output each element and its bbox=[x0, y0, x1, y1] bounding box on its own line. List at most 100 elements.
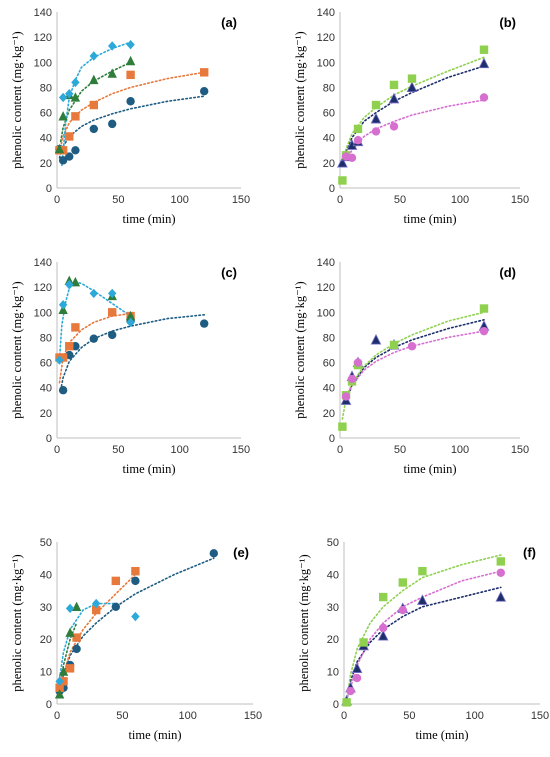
data-point-diamond bbox=[131, 611, 140, 622]
trendline bbox=[58, 622, 78, 689]
data-point-square bbox=[342, 698, 351, 707]
x-tick-label: 50 bbox=[394, 194, 406, 206]
data-point-circle bbox=[89, 334, 99, 343]
y-tick-label: 140 bbox=[34, 7, 52, 19]
y-tick-label: 40 bbox=[323, 133, 335, 145]
data-point-triangle bbox=[54, 689, 65, 699]
y-tick-label: 10 bbox=[327, 667, 339, 679]
y-tick-label: 120 bbox=[317, 282, 335, 294]
y-tick-label: 100 bbox=[317, 57, 335, 69]
data-point-triangle bbox=[417, 594, 428, 605]
trendline bbox=[58, 557, 215, 699]
x-tick-label: 0 bbox=[341, 710, 347, 722]
data-point-diamond bbox=[126, 317, 135, 328]
data-point-square bbox=[71, 323, 80, 332]
data-point-circle bbox=[347, 153, 357, 163]
y-tick-label: 10 bbox=[40, 667, 52, 679]
data-point-circle bbox=[209, 549, 218, 558]
y-axis-title: phenolic content (mg·kg⁻¹) bbox=[293, 31, 307, 168]
panel-label: (c) bbox=[221, 265, 237, 280]
y-axis-title: phenolic content (mg·kg⁻¹) bbox=[293, 281, 307, 418]
data-point-circle bbox=[352, 673, 362, 683]
data-point-circle bbox=[108, 119, 117, 129]
x-tick-label: 150 bbox=[244, 710, 262, 722]
data-point-triangle bbox=[337, 156, 348, 168]
y-tick-label: 20 bbox=[323, 408, 335, 420]
data-point-triangle bbox=[70, 92, 81, 102]
x-tick-label: 0 bbox=[337, 194, 343, 206]
data-point-diamond bbox=[71, 77, 80, 88]
data-point-square bbox=[108, 308, 117, 317]
x-tick-label: 100 bbox=[465, 710, 483, 722]
y-tick-label: 60 bbox=[323, 358, 335, 370]
x-tick-label: 150 bbox=[531, 710, 549, 722]
data-point-triangle bbox=[58, 666, 69, 676]
data-point-triangle bbox=[478, 57, 490, 69]
y-tick-label: 60 bbox=[40, 108, 52, 120]
data-point-diamond bbox=[65, 89, 74, 99]
trendline bbox=[345, 319, 485, 403]
data-point-square bbox=[353, 124, 363, 134]
x-axis-title: time (min) bbox=[403, 212, 456, 226]
y-tick-label: 100 bbox=[34, 57, 52, 69]
x-tick-label: 100 bbox=[170, 444, 188, 456]
x-axis-title: time (min) bbox=[128, 728, 181, 742]
panel-label: (a) bbox=[221, 15, 237, 30]
x-tick-label: 50 bbox=[116, 710, 128, 722]
data-point-triangle bbox=[377, 629, 389, 641]
y-tick-label: 40 bbox=[40, 133, 52, 145]
x-axis-title: time (min) bbox=[122, 212, 175, 226]
data-point-square bbox=[92, 605, 101, 615]
data-point-square bbox=[55, 683, 64, 692]
data-point-triangle bbox=[54, 143, 65, 154]
y-axis-title: phenolic content (mg·kg⁻¹) bbox=[297, 554, 311, 691]
data-point-diamond bbox=[126, 39, 135, 50]
chart-panel-5: 0 10 20 30 40 50 0 50 100 150 time (min) phenolic c… bbox=[10, 537, 262, 742]
y-tick-label: 0 bbox=[46, 699, 52, 711]
panel-label: (d) bbox=[499, 265, 516, 280]
data-point-square bbox=[398, 578, 407, 587]
data-point-circle bbox=[58, 156, 68, 165]
data-point-square bbox=[379, 592, 388, 602]
data-point-diamond bbox=[89, 51, 98, 61]
y-tick-label: 100 bbox=[317, 307, 335, 319]
data-point-square bbox=[65, 132, 74, 141]
y-tick-label: 60 bbox=[40, 358, 52, 370]
data-point-diamond bbox=[65, 279, 74, 290]
trendline bbox=[58, 71, 205, 153]
data-point-circle bbox=[200, 319, 209, 328]
x-tick-label: 50 bbox=[403, 710, 415, 722]
y-axis-title: phenolic content (mg·kg⁻¹) bbox=[10, 281, 24, 418]
x-tick-label: 50 bbox=[112, 194, 124, 206]
data-point-circle bbox=[200, 87, 209, 96]
chart-panel-2: 0 20 40 60 80 100 120 140 0 50 100 150 time (min) phe… bbox=[293, 7, 529, 226]
data-point-square bbox=[58, 353, 68, 362]
data-point-square bbox=[338, 422, 347, 431]
y-tick-label: 0 bbox=[329, 183, 335, 195]
data-point-circle bbox=[353, 136, 363, 145]
data-point-circle bbox=[131, 576, 140, 586]
y-tick-label: 30 bbox=[40, 602, 52, 614]
data-point-diamond bbox=[58, 92, 68, 103]
y-tick-label: 80 bbox=[40, 332, 52, 344]
x-tick-label: 0 bbox=[54, 194, 60, 206]
data-point-circle bbox=[346, 686, 355, 696]
trendline bbox=[341, 311, 485, 420]
data-point-square bbox=[71, 112, 80, 121]
y-tick-label: 0 bbox=[333, 699, 339, 711]
data-point-triangle bbox=[58, 111, 68, 121]
y-tick-label: 20 bbox=[327, 634, 339, 646]
data-point-triangle bbox=[65, 627, 75, 637]
data-point-square bbox=[496, 557, 505, 566]
data-point-square bbox=[200, 68, 209, 77]
chart-panel-1: 0 20 40 60 80 100 120 140 0 50 100 150 time (min) phe… bbox=[10, 7, 250, 226]
x-tick-label: 50 bbox=[394, 444, 406, 456]
data-point-circle bbox=[58, 386, 68, 395]
trendline bbox=[345, 99, 485, 160]
data-point-circle bbox=[111, 602, 121, 611]
data-point-circle bbox=[407, 342, 417, 351]
data-point-triangle bbox=[125, 310, 136, 321]
y-tick-label: 60 bbox=[323, 108, 335, 120]
data-point-circle bbox=[496, 568, 505, 577]
data-point-circle bbox=[479, 326, 489, 336]
